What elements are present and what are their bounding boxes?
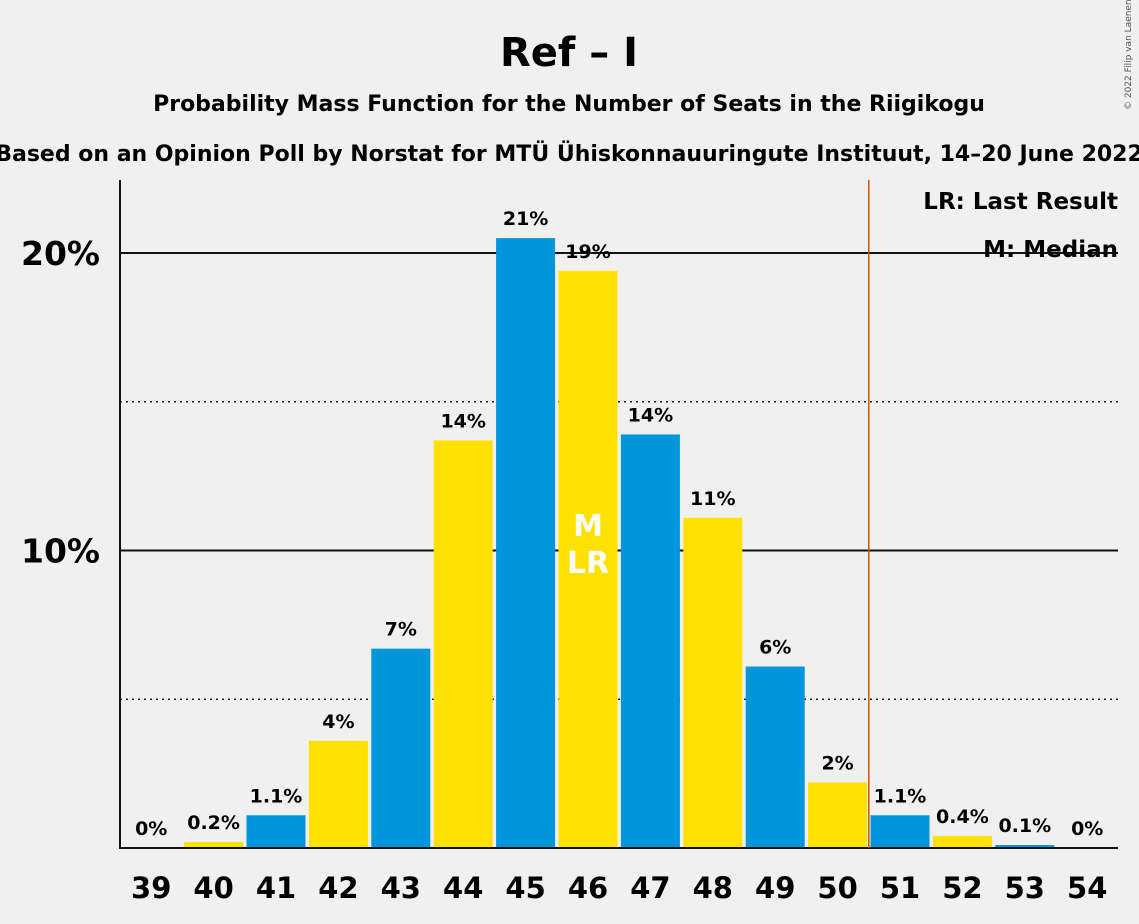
data-label-51: 1.1% [874,785,927,807]
data-label-48: 11% [690,488,735,510]
x-tick-label-45: 45 [505,871,545,905]
copyright-notice: © 2022 Filip van Laenen [1124,0,1134,110]
x-tick-label-42: 42 [318,871,358,905]
x-tick-label-39: 39 [131,871,171,905]
bar-44 [433,440,493,848]
y-tick-label-0: 10% [21,532,100,571]
data-label-42: 4% [322,711,354,733]
bar-47 [620,434,680,848]
bar-43 [371,648,431,848]
bars [184,238,1055,849]
chart-subtitle: Probability Mass Function for the Number… [153,92,985,117]
x-tick-label-41: 41 [256,871,296,905]
data-label-50: 2% [821,753,853,775]
bar-49 [745,666,805,848]
bar-50 [808,782,868,848]
data-label-41: 1.1% [250,785,303,807]
x-tick-label-48: 48 [693,871,733,905]
chart-title: Ref – I [500,30,638,76]
bar-52 [932,836,992,848]
data-label-40: 0.2% [187,812,240,834]
data-labels: 0% 39 0.2% 40 1.1% 41 4% 42 7% 43 14% 44 21% 45 19% 46 M… [131,208,1107,905]
bar-41 [246,815,306,848]
last-result-marker: LR [567,546,609,581]
x-tick-label-49: 49 [755,871,795,905]
x-tick-label-46: 46 [568,871,608,905]
y-tick-label-1: 20% [21,234,100,273]
data-label-39: 0% [135,818,167,840]
x-tick-label-47: 47 [630,871,670,905]
x-tick-label-50: 50 [817,871,857,905]
x-tick-label-40: 40 [193,871,233,905]
x-tick-label-44: 44 [443,871,483,905]
data-label-52: 0.4% [936,806,989,828]
bar-45 [496,238,556,848]
legend-last-result: LR: Last Result [923,189,1118,215]
bar-42 [308,740,368,848]
data-label-49: 6% [759,637,791,659]
bar-46 [558,270,618,849]
median-marker: M [573,509,603,544]
x-tick-label-53: 53 [1005,871,1045,905]
bar-51 [870,815,930,848]
x-tick-label-52: 52 [942,871,982,905]
axes [119,180,1118,849]
data-label-54: 0% [1071,818,1103,840]
data-label-46: 19% [565,241,610,263]
gridlines: 10% 20% [21,234,1118,700]
bar-53 [995,845,1055,848]
data-label-47: 14% [628,404,673,426]
data-label-44: 14% [440,410,485,432]
data-label-45: 21% [503,208,548,230]
x-tick-label-43: 43 [381,871,421,905]
data-label-43: 7% [385,619,417,641]
bar-48 [683,517,743,848]
chart-source-subtitle: Based on an Opinion Poll by Norstat for … [0,141,1139,167]
x-tick-label-54: 54 [1067,871,1107,905]
data-label-53: 0.1% [998,815,1051,837]
x-tick-label-51: 51 [880,871,920,905]
bar-40 [184,842,244,848]
legend-median: M: Median [983,237,1118,263]
